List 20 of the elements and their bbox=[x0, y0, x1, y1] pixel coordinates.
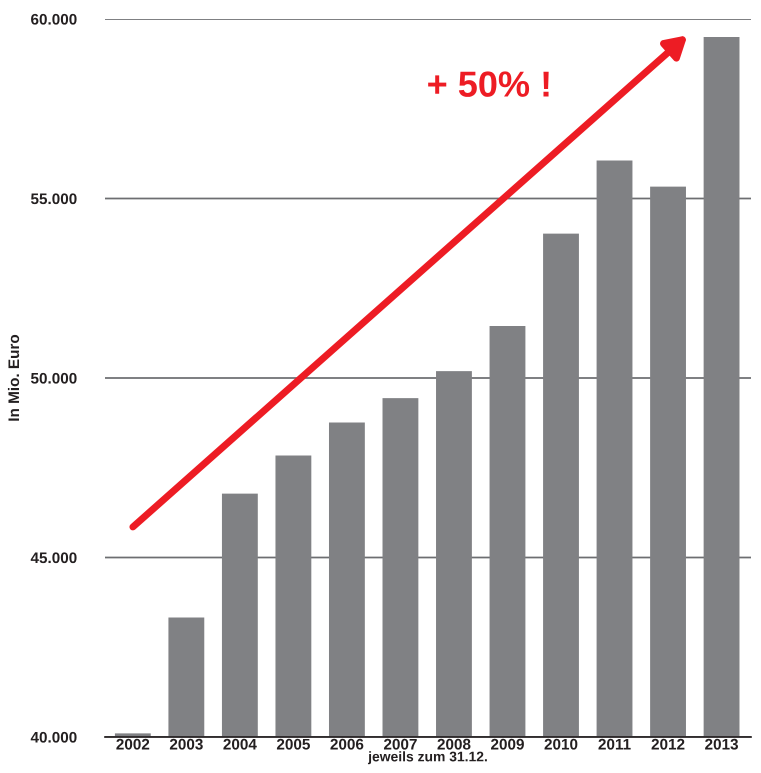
x-tick-label: 2011 bbox=[598, 738, 631, 750]
y-tick-label: 60.000 bbox=[31, 14, 77, 25]
x-tick-label: 2010 bbox=[544, 738, 578, 750]
x-tick-label: 2003 bbox=[170, 738, 203, 750]
x-axis-title: jeweils zum 31.12. bbox=[368, 751, 487, 764]
y-axis-title: In Mio. Euro bbox=[8, 334, 20, 421]
x-tick-label: 2013 bbox=[705, 738, 738, 750]
x-tick-label: 2007 bbox=[384, 738, 417, 750]
x-tick-label: 2006 bbox=[330, 738, 364, 750]
y-tick-label: 40.000 bbox=[30, 732, 77, 743]
x-tick-label: 2009 bbox=[491, 738, 524, 750]
x-tick-label: 2005 bbox=[276, 738, 310, 750]
x-tick-label: 2008 bbox=[437, 738, 470, 750]
y-tick-label: 45.000 bbox=[30, 552, 77, 564]
y-tick-label: 50.000 bbox=[30, 372, 77, 384]
x-tick-label: 2002 bbox=[116, 738, 150, 750]
x-tick-label: 2012 bbox=[652, 738, 684, 750]
x-tick-label: 2004 bbox=[223, 738, 257, 750]
annotation: + 50% ! bbox=[428, 71, 549, 97]
y-tick-label: 55.000 bbox=[30, 193, 77, 204]
